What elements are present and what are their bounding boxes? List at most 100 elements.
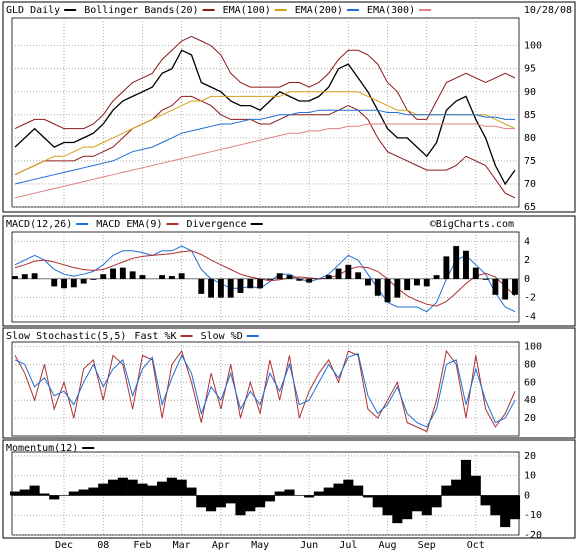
bar: [500, 495, 511, 528]
bar: [129, 271, 136, 279]
series-line: [14, 349, 516, 433]
bar: [119, 267, 126, 279]
bar: [394, 278, 401, 298]
bar: [157, 481, 168, 496]
bar: [198, 278, 205, 294]
bar: [345, 264, 352, 279]
y-tick-label: -10: [524, 510, 542, 521]
series-line: [14, 95, 516, 199]
bar: [343, 479, 354, 496]
bar: [266, 278, 273, 280]
bar: [110, 268, 116, 279]
y-tick-label: 10: [524, 471, 536, 482]
legend-label: EMA(300): [367, 5, 415, 16]
series-line: [14, 123, 515, 199]
bar: [335, 268, 342, 279]
bar: [107, 479, 119, 496]
bar: [433, 275, 440, 279]
legend-label: Momentum(12): [6, 443, 78, 454]
bar: [80, 278, 87, 284]
y-tick-label: 4: [524, 236, 530, 247]
y-tick-label: 95: [524, 64, 536, 75]
bar: [31, 273, 38, 279]
bar: [286, 275, 293, 279]
bar: [19, 489, 30, 496]
legend-label: Slow %D: [201, 331, 243, 342]
y-tick-label: 40: [524, 395, 536, 406]
bar: [470, 475, 481, 496]
plot-area: [11, 231, 520, 323]
bar: [264, 495, 275, 502]
bar: [512, 278, 518, 295]
bar: [159, 275, 165, 279]
bar: [296, 278, 303, 281]
panel-frame: [2, 1, 576, 213]
x-tick-label: Mar: [173, 540, 191, 551]
bar: [29, 485, 40, 496]
x-tick-label: Apr: [212, 540, 230, 551]
bar: [372, 495, 383, 508]
bar: [9, 491, 21, 496]
bar: [206, 495, 217, 512]
bar: [274, 491, 285, 496]
bar: [137, 483, 148, 496]
bar: [21, 274, 28, 279]
bar: [247, 278, 254, 289]
bar: [166, 477, 177, 496]
x-tick-label: Jun: [300, 540, 318, 551]
bar: [306, 278, 313, 283]
bar: [492, 278, 499, 295]
bar: [257, 278, 264, 289]
y-tick-label: 0: [524, 274, 530, 285]
bar: [276, 273, 283, 279]
y-tick-label: -2: [524, 293, 536, 304]
y-tick-label: 100: [524, 41, 542, 52]
legend-label: Divergence: [186, 219, 246, 230]
x-tick-label: Sep: [418, 540, 436, 551]
y-tick-label: 0: [524, 490, 530, 501]
x-tick-label: May: [251, 540, 269, 551]
bar: [472, 267, 479, 279]
bar: [423, 278, 430, 287]
bar: [39, 493, 50, 496]
bar: [127, 479, 138, 496]
bar: [227, 278, 234, 298]
bar: [168, 276, 175, 279]
x-tick-label: Feb: [133, 540, 151, 551]
y-tick-label: 80: [524, 133, 536, 144]
legend-label: Bollinger Bands(20): [84, 5, 198, 16]
legend-label: MACD(12,26): [6, 219, 72, 230]
bar: [402, 495, 413, 520]
bar: [384, 278, 391, 303]
series-line: [14, 35, 516, 130]
x-tick-label: Jul: [339, 540, 357, 551]
bar: [453, 246, 460, 279]
bar: [245, 495, 256, 512]
bar: [460, 459, 472, 496]
legend-label: Fast %K: [134, 331, 176, 342]
bar: [482, 278, 489, 280]
bar: [237, 278, 244, 293]
bar: [117, 477, 128, 496]
bar: [325, 275, 332, 279]
bar: [235, 495, 246, 516]
y-tick-label: 85: [524, 110, 536, 121]
y-tick-label: -4: [524, 311, 536, 322]
y-tick-label: 80: [524, 359, 536, 370]
bar: [12, 276, 18, 279]
bar: [441, 485, 452, 496]
bar: [382, 495, 393, 516]
bar: [480, 495, 491, 506]
bar: [51, 278, 58, 287]
legend-label: MACD EMA(9): [96, 219, 162, 230]
panel-frame: [2, 215, 576, 327]
bar: [313, 491, 324, 496]
bar: [362, 495, 373, 498]
bar: [355, 272, 362, 279]
bar: [208, 278, 215, 298]
bar: [284, 489, 295, 496]
legend-label: GLD Daily: [6, 5, 60, 16]
bar: [421, 495, 432, 516]
series-line: [14, 109, 515, 185]
